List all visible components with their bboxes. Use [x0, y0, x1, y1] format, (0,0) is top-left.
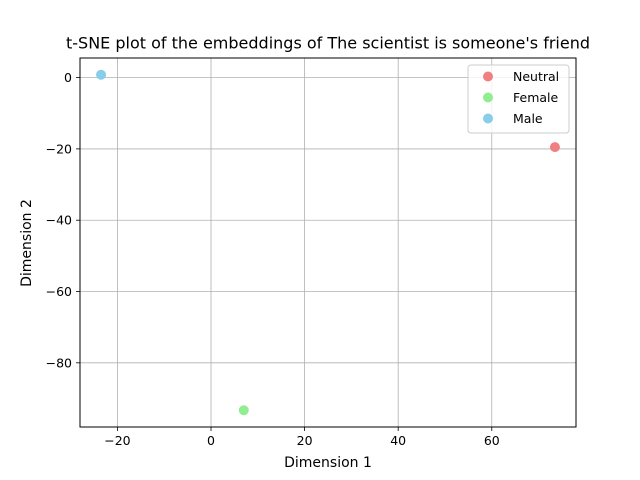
point-female [238, 405, 249, 416]
axis-ticks: −20 0 20 40 60 0 −20 −40 −60 −80 [46, 70, 500, 448]
legend-label-male: Male [513, 111, 543, 126]
y-tick-label: −20 [46, 141, 72, 156]
grid [80, 58, 576, 427]
legend-marker-neutral [483, 71, 493, 82]
x-tick-label: 40 [390, 433, 406, 448]
legend-marker-female [483, 92, 493, 103]
x-tick-label: 20 [297, 433, 313, 448]
x-tick-label: 60 [484, 433, 500, 448]
data-points [96, 69, 560, 416]
point-male [96, 69, 107, 80]
legend-box [467, 64, 570, 134]
point-neutral [549, 142, 560, 153]
y-tick-label: −80 [46, 355, 72, 370]
legend-label-female: Female [513, 90, 559, 105]
y-axis-label: Dimension 2 [19, 199, 35, 287]
chart-title: t-SNE plot of the embeddings of The scie… [66, 34, 590, 53]
y-tick-label: −60 [46, 284, 72, 299]
legend: Neutral Female Male [467, 64, 570, 134]
legend-marker-male [483, 113, 493, 124]
y-tick-label: −40 [46, 213, 72, 228]
x-tick-label: −20 [104, 433, 130, 448]
plot-frame [79, 57, 577, 428]
legend-label-neutral: Neutral [513, 69, 559, 84]
x-axis-label: Dimension 1 [284, 455, 372, 471]
y-tick-label: 0 [64, 70, 72, 85]
x-tick-label: 0 [207, 433, 215, 448]
